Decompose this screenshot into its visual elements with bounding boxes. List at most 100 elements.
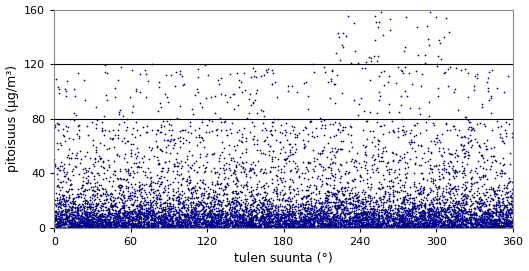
Point xyxy=(375,216,383,220)
Point xyxy=(214,220,222,225)
Point xyxy=(147,179,155,183)
Point xyxy=(432,62,441,66)
Point xyxy=(285,203,293,207)
Point xyxy=(70,224,78,228)
Point xyxy=(250,214,259,218)
Point xyxy=(180,203,189,207)
Point xyxy=(149,207,158,211)
Point xyxy=(219,222,227,227)
Point xyxy=(227,224,236,228)
Point xyxy=(320,223,328,227)
Point xyxy=(436,225,444,229)
Point xyxy=(297,225,305,229)
Point xyxy=(104,220,112,224)
Point xyxy=(193,217,201,221)
Point xyxy=(267,165,276,169)
Point xyxy=(249,224,257,229)
Point xyxy=(396,213,404,218)
Point xyxy=(127,225,136,229)
Point xyxy=(117,218,125,222)
Point xyxy=(77,157,85,162)
Point xyxy=(380,177,388,181)
Point xyxy=(224,219,232,223)
Point xyxy=(284,221,292,226)
Point xyxy=(195,217,203,221)
Point xyxy=(298,218,307,222)
Point xyxy=(220,224,228,228)
Point xyxy=(375,74,383,79)
Point xyxy=(270,187,279,192)
Point xyxy=(287,221,296,226)
Point xyxy=(452,169,460,173)
Point xyxy=(86,217,94,222)
Point xyxy=(489,203,498,207)
Point xyxy=(316,225,324,230)
Point xyxy=(287,225,296,229)
Point xyxy=(113,209,122,214)
Point xyxy=(424,213,432,217)
Point xyxy=(371,214,379,219)
Point xyxy=(255,210,263,214)
Point xyxy=(162,224,170,229)
Point xyxy=(457,221,465,226)
Point xyxy=(475,143,484,147)
Point xyxy=(235,225,244,229)
Point xyxy=(136,204,144,209)
Point xyxy=(295,214,303,218)
Point xyxy=(107,220,115,224)
Point xyxy=(359,224,367,228)
Point xyxy=(52,222,61,227)
Point xyxy=(465,209,473,214)
Point xyxy=(406,142,414,146)
Point xyxy=(265,202,273,206)
Point xyxy=(448,222,456,226)
Point xyxy=(120,224,129,228)
Point xyxy=(326,217,334,221)
Point xyxy=(179,200,188,204)
Point xyxy=(135,220,144,224)
Point xyxy=(429,220,437,224)
Point xyxy=(329,226,337,230)
Point xyxy=(488,226,497,230)
Point xyxy=(127,223,135,227)
Point xyxy=(98,187,107,192)
Point xyxy=(180,212,188,216)
Point xyxy=(344,218,352,222)
Point xyxy=(252,214,261,219)
Point xyxy=(273,221,282,225)
Point xyxy=(206,200,214,204)
Point xyxy=(178,176,187,180)
Point xyxy=(384,205,393,209)
Point xyxy=(166,217,175,221)
Point xyxy=(460,225,469,230)
Point xyxy=(313,220,321,224)
Point xyxy=(381,216,389,221)
Point xyxy=(190,217,199,222)
Point xyxy=(221,223,229,228)
Point xyxy=(112,224,121,228)
Point xyxy=(132,223,141,228)
Point xyxy=(477,224,486,228)
Point xyxy=(497,124,505,128)
Point xyxy=(440,222,448,226)
Point xyxy=(144,223,153,227)
Point xyxy=(85,220,94,225)
Point xyxy=(296,213,304,217)
Point xyxy=(274,205,282,209)
Point xyxy=(147,202,155,207)
Point xyxy=(450,90,458,95)
Point xyxy=(406,226,415,230)
Point xyxy=(452,212,460,217)
Point xyxy=(498,225,506,229)
Point xyxy=(489,224,497,228)
Point xyxy=(241,167,250,172)
Point xyxy=(100,200,108,205)
Point xyxy=(62,198,70,202)
Point xyxy=(399,197,408,201)
Point xyxy=(430,221,438,225)
Point xyxy=(76,208,85,212)
Point xyxy=(473,140,481,144)
Point xyxy=(93,215,102,220)
Point xyxy=(158,217,166,222)
Point xyxy=(290,220,299,224)
